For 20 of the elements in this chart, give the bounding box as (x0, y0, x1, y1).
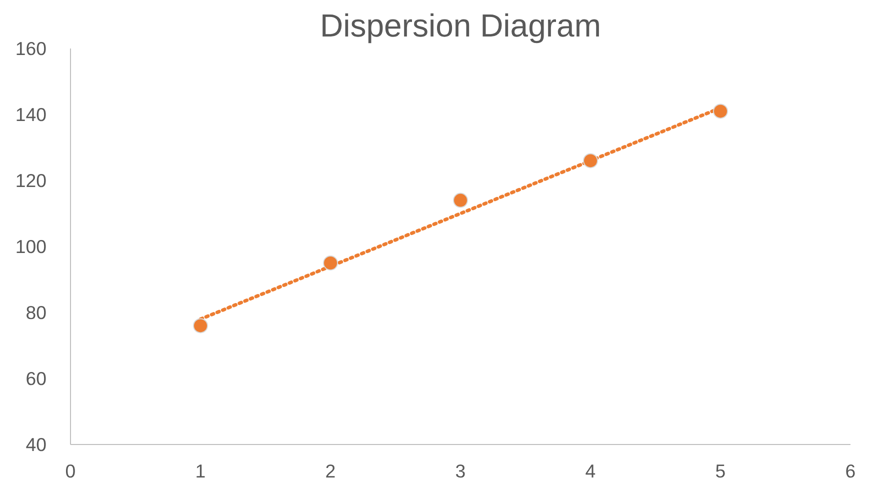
x-tick-label: 2 (325, 460, 336, 482)
y-tick-label: 140 (15, 104, 47, 125)
y-tick-label: 40 (26, 434, 47, 455)
point (713, 104, 728, 119)
y-tick-label: 60 (26, 368, 47, 389)
y-tick-label: 120 (15, 170, 47, 191)
point (193, 318, 208, 334)
y-tick-label: 160 (15, 38, 47, 59)
x-tick-label: 1 (195, 460, 206, 482)
y-tick-label: 100 (15, 236, 47, 257)
x-tick-label: 5 (715, 460, 726, 482)
x-tick-label: 3 (455, 460, 466, 482)
point (453, 192, 468, 208)
x-tick-label: 4 (585, 460, 596, 482)
point (323, 256, 338, 270)
chart-title: Dispersion Diagram (320, 8, 601, 44)
y-tick-label: 80 (26, 302, 47, 323)
point (583, 153, 598, 168)
x-tick-label: 6 (845, 460, 856, 482)
x-tick-label: 0 (65, 460, 76, 482)
